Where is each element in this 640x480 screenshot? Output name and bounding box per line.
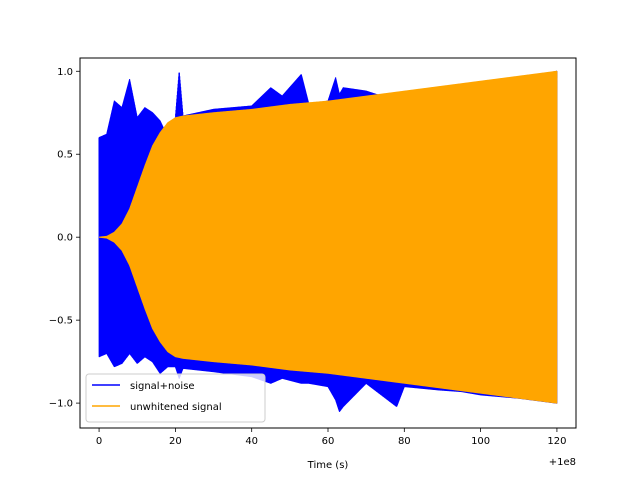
y-tick-label: 0.0	[57, 233, 73, 244]
y-tick-label: −1.0	[49, 399, 73, 410]
x-axis-label: Time (s)	[307, 460, 349, 471]
series-unwhitened-signal	[98, 70, 558, 404]
x-tick-label: 60	[322, 436, 335, 447]
legend-box	[85, 373, 266, 423]
x-tick-label: 20	[169, 436, 182, 447]
legend: signal+noise unwhitened signal	[85, 373, 266, 423]
y-tick-label: 0.5	[57, 150, 73, 161]
x-axis-offset-text: +1e8	[549, 457, 576, 468]
y-tick-label: 1.0	[57, 67, 73, 78]
legend-label-signal-noise: signal+noise	[130, 381, 195, 392]
x-tick-label: 100	[471, 436, 490, 447]
series-layer	[98, 70, 558, 413]
y-axis: 1.0 0.5 0.0 −0.5 −1.0	[49, 67, 80, 410]
x-axis: 0 20 40 60 80 100 120	[96, 428, 566, 447]
y-tick-label: −0.5	[49, 316, 73, 327]
x-tick-label: 0	[96, 436, 102, 447]
x-tick-label: 40	[245, 436, 258, 447]
legend-label-unwhitened-signal: unwhitened signal	[130, 402, 222, 413]
x-tick-label: 80	[398, 436, 411, 447]
x-tick-label: 120	[547, 436, 566, 447]
